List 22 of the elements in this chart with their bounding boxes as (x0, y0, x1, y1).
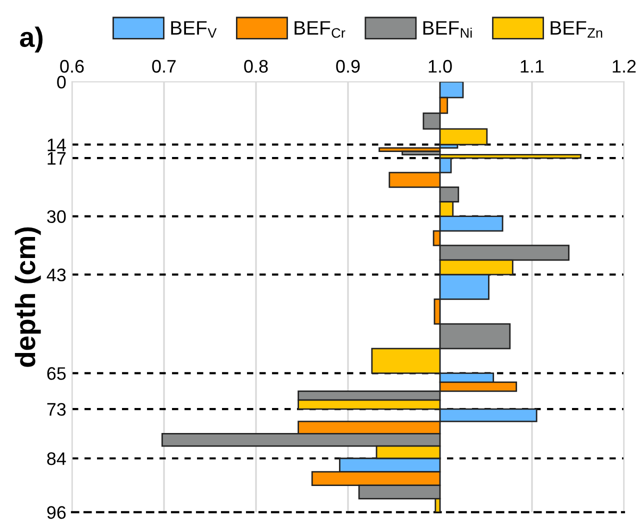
chart-title: a) (20, 26, 43, 53)
legend-label: BEF$_{Zn}$ (550, 21, 602, 38)
x-tick-label: 1.1 (520, 60, 544, 73)
y-tick-label: 0 (57, 76, 66, 89)
x-tick-label: 0.6 (60, 60, 84, 73)
legend-label: BEF$_{Ni}$ (423, 21, 472, 38)
legend-label: BEF$_{V}$ (171, 21, 217, 38)
y-tick-label: 43 (46, 268, 66, 282)
x-tick-label: 1.2 (612, 60, 636, 73)
x-tick-label: 0.9 (336, 60, 360, 73)
x-tick-label: 1.0 (428, 60, 452, 73)
y-axis-title: depth (cm) (14, 227, 41, 367)
y-tick-label: 14 (48, 138, 66, 152)
legend-label: BEF$_{Cr}$ (294, 21, 346, 38)
y-tick-label: 30 (47, 210, 66, 224)
x-tick-label: 0.7 (152, 60, 176, 73)
y-tick-label: 17 (48, 152, 66, 165)
y-tick-label: 84 (47, 452, 66, 466)
y-tick-label: 96 (47, 506, 66, 519)
x-tick-label: 0.8 (244, 60, 268, 73)
y-tick-label: 73 (47, 402, 66, 416)
y-tick-label: 65 (47, 367, 66, 380)
